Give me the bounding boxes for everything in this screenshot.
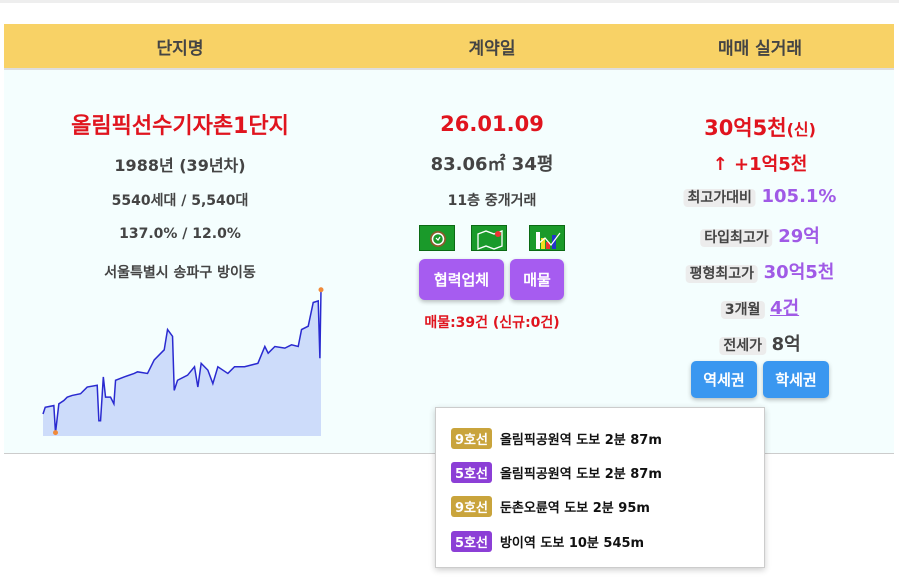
area: 83.06㎡ 34평 <box>430 154 554 175</box>
top-divider <box>0 0 899 3</box>
listing-count: 매물:39건 (신규:0건) <box>424 315 560 331</box>
station-text: 방이역 도보 10분 545m <box>499 536 645 551</box>
table-header: 단지명 계약일 매매 실거래 <box>4 24 894 70</box>
price-suffix: (신) <box>786 120 816 139</box>
stat-jeonse: 전세가 8억 <box>719 330 801 356</box>
sparkline-line <box>42 289 322 433</box>
line-badge: 9호선 <box>451 496 492 517</box>
stat-value: 30억5천 <box>763 262 835 283</box>
station-item: 9호선 둔촌오륜역 도보 2분 95m <box>451 496 650 517</box>
complex-name[interactable]: 올림픽선수기자촌1단지 <box>71 114 289 139</box>
sparkline-max-point <box>318 287 324 293</box>
stat-label: 3개월 <box>720 301 765 319</box>
trade-price: 30억5천(신) <box>704 112 816 142</box>
build-year: 1988년 (39년차) <box>114 156 246 175</box>
price-value: 30억5천 <box>704 116 787 140</box>
station-item: 9호선 올림픽공원역 도보 2분 87m <box>451 428 662 449</box>
stat-label: 평형최고가 <box>685 265 759 283</box>
header-trade-price: 매매 실거래 <box>717 38 803 59</box>
stat-label: 타입최고가 <box>700 229 773 247</box>
stat-label: 최고가대비 <box>683 189 756 207</box>
floor-trade-type: 11층 중개거래 <box>447 193 537 209</box>
station-popup: 9호선 올림픽공원역 도보 2분 87m 5호선 올림픽공원역 도보 2분 87m … <box>435 407 765 568</box>
stat-label: 전세가 <box>719 337 766 355</box>
stat-max-ratio: 최고가대비 105.1% <box>683 186 837 207</box>
stat-3month: 3개월 4건 <box>720 294 800 320</box>
header-contract-date: 계약일 <box>468 38 516 59</box>
stat-value: 8억 <box>771 334 801 355</box>
line-badge: 5호선 <box>451 531 492 552</box>
clock-icon[interactable] <box>419 225 455 251</box>
stat-value: 29억 <box>778 226 820 247</box>
stat-value: 105.1% <box>761 186 837 207</box>
address: 서울특별시 송파구 방이동 <box>104 265 256 281</box>
households: 5540세대 / 5,540대 <box>111 193 249 209</box>
station-text: 올림픽공원역 도보 2분 87m <box>499 467 662 482</box>
sparkline-min-point <box>53 430 59 436</box>
chart-icon[interactable] <box>529 225 565 251</box>
station-item: 5호선 방이역 도보 10분 545m <box>451 531 644 552</box>
line-badge: 5호선 <box>451 462 492 483</box>
sparkline-area <box>43 289 321 436</box>
three-month-count-link[interactable]: 4건 <box>770 298 800 319</box>
stat-size-max: 평형최고가 30억5천 <box>685 258 835 284</box>
listing-button[interactable]: 매물 <box>510 259 564 300</box>
station-area-button[interactable]: 역세권 <box>691 361 757 398</box>
line-badge: 9호선 <box>451 428 492 449</box>
partner-button[interactable]: 협력업체 <box>419 259 504 300</box>
header-complex-name: 단지명 <box>156 38 204 59</box>
map-icon[interactable] <box>471 225 507 251</box>
price-sparkline <box>42 287 324 436</box>
station-item: 5호선 올림픽공원역 도보 2분 87m <box>451 462 662 483</box>
price-change: ↑ +1억5천 <box>712 154 808 175</box>
station-text: 둔촌오륜역 도보 2분 95m <box>499 501 650 516</box>
table-row: 올림픽선수기자촌1단지 1988년 (39년차) 5540세대 / 5,540대… <box>4 70 894 454</box>
contract-date: 26.01.09 <box>440 112 544 136</box>
stat-type-max: 타입최고가 29억 <box>700 222 820 248</box>
school-area-button[interactable]: 학세권 <box>763 361 829 398</box>
floor-area-ratio: 137.0% / 12.0% <box>119 226 241 242</box>
station-text: 올림픽공원역 도보 2분 87m <box>499 433 662 448</box>
